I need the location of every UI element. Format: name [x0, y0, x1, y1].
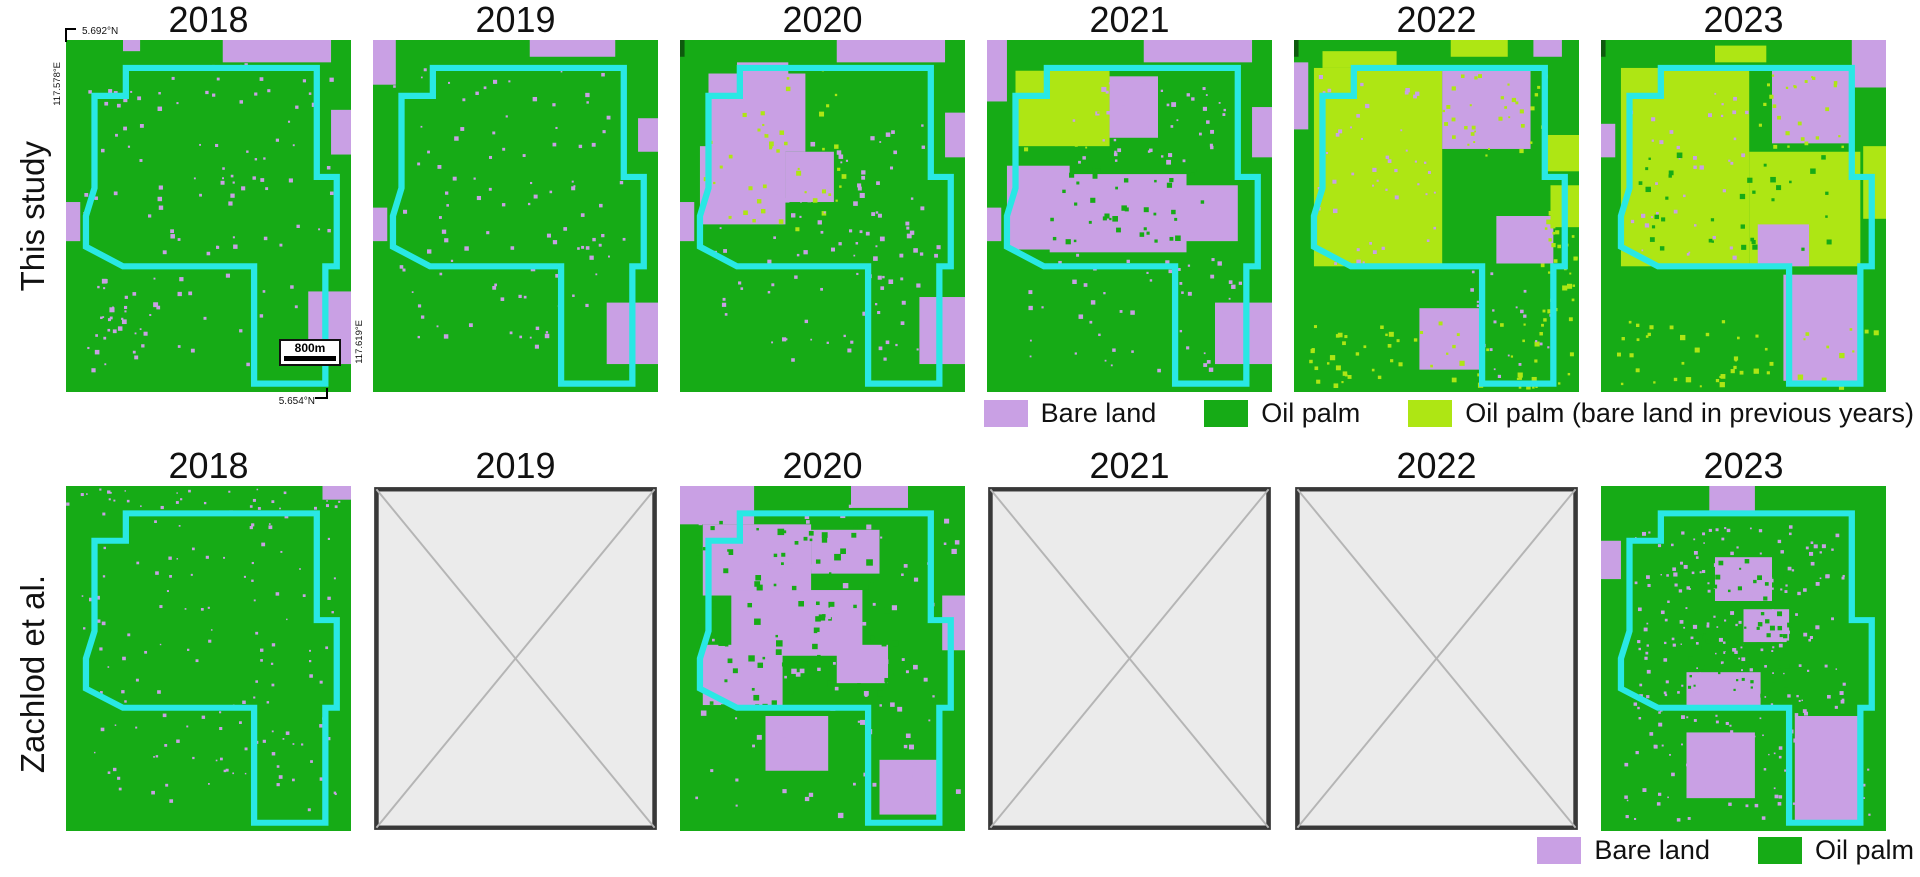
latitude-label-top: 5.692°N	[82, 26, 119, 37]
legend-label-oil-palm: Oil palm	[1814, 834, 1914, 865]
corner-tick-bottom-right	[315, 388, 328, 399]
longitude-label-right: 117.619°E	[354, 320, 365, 364]
panel-column: 2021	[987, 446, 1272, 831]
year-title-2022: 2022	[1396, 445, 1477, 486]
panel-column: 2018 5.692°N 117.578°E 5.654°N 117.619°E…	[52, 0, 365, 407]
map-2022-zachlod-no-data	[1294, 486, 1579, 831]
legend-swatch-new-palm	[1408, 399, 1453, 427]
legend-item-bare-land: Bare land	[983, 397, 1157, 429]
panel-column: 2020	[680, 0, 965, 392]
map-2018-zachlod	[66, 486, 351, 831]
row-label-zachlod: Zachlod et al.	[8, 502, 58, 847]
longitude-label-left: 117.578°E	[52, 62, 63, 106]
year-title-2018: 2018	[168, 445, 249, 486]
panel-column: 2021	[987, 0, 1272, 392]
year-title-2020: 2020	[782, 0, 863, 40]
legend-swatch-bare-land	[1537, 836, 1582, 864]
map-2019-this-study	[373, 40, 658, 392]
legend-item-oil-palm: Oil palm	[1757, 834, 1914, 866]
row-label-text: This study	[14, 140, 51, 292]
map-2018-this-study: 5.692°N 117.578°E 5.654°N 117.619°E 800m	[52, 26, 365, 407]
scale-bar-text: 800m	[294, 341, 326, 355]
legend-item-oil-palm: Oil palm	[1204, 398, 1360, 429]
year-title-2020: 2020	[782, 445, 863, 486]
year-title-2018: 2018	[168, 0, 249, 40]
panel-column: 2018	[66, 446, 351, 831]
map-2021-this-study	[987, 40, 1272, 392]
legend-item-new-palm: Oil palm (bare land in previous years)	[1408, 398, 1914, 429]
legend-swatch-oil-palm	[1204, 399, 1249, 427]
legend-label-bare-land: Bare land	[1040, 397, 1157, 428]
panel-column: 2019	[373, 446, 658, 831]
year-title-2019: 2019	[475, 445, 556, 486]
legend-swatch-oil-palm	[1757, 836, 1802, 864]
row-label-this-study: This study	[8, 40, 58, 392]
row-zachlod-block: 2018 2019 2020 2021 2022	[66, 446, 1920, 867]
legend-zachlod: Bare land Oil palm	[66, 833, 1920, 867]
map-2023-this-study	[1601, 40, 1886, 392]
map-2019-zachlod-no-data	[373, 486, 658, 831]
row-label-text: Zachlod et al.	[14, 575, 51, 774]
panel-column: 2023	[1601, 446, 1886, 831]
legend-item-bare-land: Bare land	[1537, 835, 1710, 866]
map-2020-this-study	[680, 40, 965, 392]
legend-label-bare-land: Bare land	[1594, 834, 1710, 865]
legend-this-study: Bare land Oil palm Oil palm (bare land i…	[66, 396, 1920, 430]
panel-column: 2022	[1294, 446, 1579, 831]
map-2020-zachlod	[680, 486, 965, 831]
panel-column: 2019	[373, 0, 658, 392]
year-title-2022: 2022	[1396, 0, 1477, 40]
map-2023-zachlod	[1601, 486, 1886, 831]
panel-column: 2020	[680, 446, 965, 831]
panel-column: 2023	[1601, 0, 1886, 392]
latitude-label-bottom: 5.654°N	[278, 396, 315, 407]
map-2022-this-study	[1294, 40, 1579, 392]
legend-label-oil-palm: Oil palm	[1261, 397, 1361, 428]
corner-tick-top-left	[65, 28, 76, 42]
year-title-2023: 2023	[1703, 445, 1784, 486]
year-title-2021: 2021	[1089, 0, 1170, 40]
panel-column: 2022	[1294, 0, 1579, 392]
year-title-2019: 2019	[475, 0, 556, 40]
year-title-2023: 2023	[1703, 0, 1784, 40]
legend-swatch-bare-land	[983, 399, 1028, 427]
scale-bar: 800m	[279, 339, 341, 366]
map-2021-zachlod-no-data	[987, 486, 1272, 831]
legend-label-new-palm: Oil palm (bare land in previous years)	[1465, 397, 1914, 428]
year-title-2021: 2021	[1089, 445, 1170, 486]
row-this-study: 2018 5.692°N 117.578°E 5.654°N 117.619°E…	[52, 0, 1920, 407]
row-zachlod: 2018 2019 2020 2021 2022	[66, 446, 1920, 831]
scale-bar-line	[284, 356, 336, 361]
figure-content: 2018 5.692°N 117.578°E 5.654°N 117.619°E…	[52, 0, 1920, 867]
